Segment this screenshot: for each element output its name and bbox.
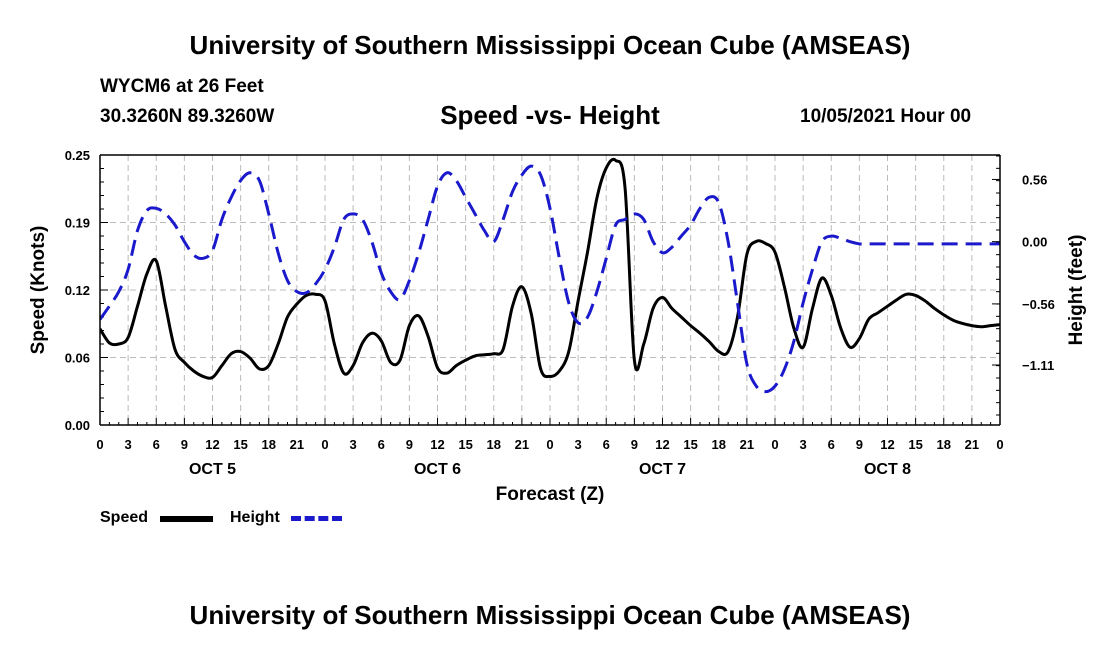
legend-speed-label: Speed <box>100 509 149 526</box>
x-tick-label: 3 <box>350 437 357 452</box>
legend-height-label: Height <box>230 509 280 526</box>
x-tick-label: 3 <box>575 437 582 452</box>
x-tick-label: 6 <box>603 437 610 452</box>
x-tick-label: 0 <box>996 437 1003 452</box>
left-tick-label: 0.19 <box>65 216 90 231</box>
x-tick-label: 21 <box>740 437 754 452</box>
x-tick-label: 12 <box>205 437 219 452</box>
x-axis-title: Forecast (Z) <box>496 484 605 505</box>
x-tick-label: 6 <box>828 437 835 452</box>
x-tick-label: 12 <box>430 437 444 452</box>
plot-title: Speed -vs- Height <box>440 100 660 130</box>
x-tick-label: 18 <box>937 437 951 452</box>
y-axis-title-left: Speed (Knots) <box>28 226 49 355</box>
x-tick-label: 15 <box>233 437 247 452</box>
x-tick-label: 18 <box>712 437 726 452</box>
x-tick-label: 6 <box>378 437 385 452</box>
day-label: OCT 6 <box>414 461 461 478</box>
x-tick-label: 18 <box>487 437 501 452</box>
right-tick-label: 0.56 <box>1022 172 1047 187</box>
x-tick-label: 9 <box>631 437 638 452</box>
legend-speed-swatch <box>160 516 213 522</box>
x-tick-label: 3 <box>125 437 132 452</box>
x-tick-label: 15 <box>683 437 697 452</box>
station-coordinates: 30.3260N 89.3260W <box>100 106 275 127</box>
speed-series-line <box>100 157 1000 380</box>
left-tick-label: 0.25 <box>65 148 90 163</box>
y-axis-title-right: Height (feet) <box>1066 235 1087 346</box>
right-tick-label: 0.00 <box>1022 235 1047 250</box>
x-tick-label: 9 <box>856 437 863 452</box>
x-tick-label: 15 <box>458 437 472 452</box>
day-label: OCT 7 <box>639 461 686 478</box>
right-tick-label: −0.56 <box>1022 297 1055 312</box>
x-tick-label: 12 <box>655 437 669 452</box>
x-tick-label: 18 <box>262 437 276 452</box>
height-series-line <box>100 164 1000 394</box>
x-tick-label: 21 <box>515 437 529 452</box>
page-title: University of Southern Mississippi Ocean… <box>189 30 911 60</box>
x-tick-label: 9 <box>181 437 188 452</box>
forecast-datetime: 10/05/2021 Hour 00 <box>800 106 972 127</box>
legend-height-swatch <box>291 516 342 521</box>
x-tick-label: 15 <box>908 437 922 452</box>
x-tick-label: 9 <box>406 437 413 452</box>
x-tick-label: 0 <box>96 437 103 452</box>
x-tick-label: 12 <box>880 437 894 452</box>
station-label: WYCM6 at 26 Feet <box>100 76 264 97</box>
x-tick-label: 6 <box>153 437 160 452</box>
day-label: OCT 8 <box>864 461 911 478</box>
x-tick-label: 0 <box>546 437 553 452</box>
footer-title: University of Southern Mississippi Ocean… <box>189 600 911 630</box>
x-tick-label: 0 <box>321 437 328 452</box>
day-label: OCT 5 <box>189 461 236 478</box>
left-tick-label: 0.00 <box>65 418 90 433</box>
right-tick-label: −1.11 <box>1022 358 1054 373</box>
x-tick-label: 21 <box>290 437 304 452</box>
left-tick-label: 0.12 <box>65 283 90 298</box>
left-tick-label: 0.06 <box>65 351 90 366</box>
x-tick-label: 0 <box>771 437 778 452</box>
x-tick-label: 3 <box>800 437 807 452</box>
x-tick-label: 21 <box>965 437 979 452</box>
